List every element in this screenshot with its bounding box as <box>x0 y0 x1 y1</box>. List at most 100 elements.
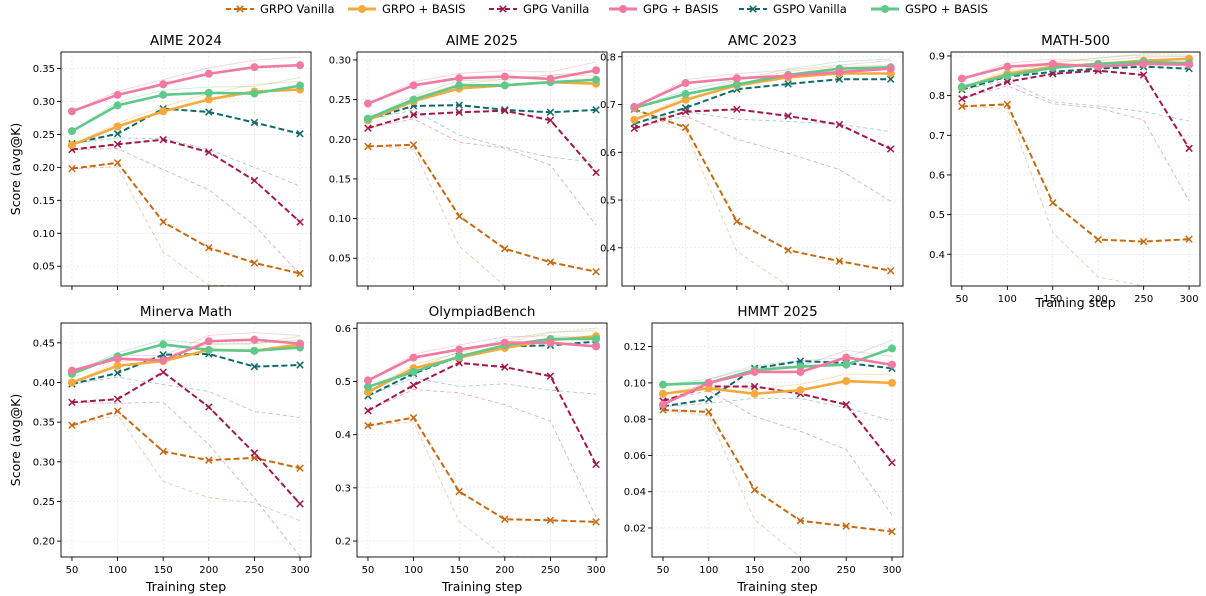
x-tick-label: 250 <box>245 565 264 576</box>
data-point <box>888 344 897 353</box>
data-point <box>592 75 601 84</box>
data-point <box>1003 62 1012 71</box>
data-point <box>592 518 600 526</box>
faint-trace-grpo-vanilla <box>961 105 1190 287</box>
data-point <box>733 217 741 226</box>
data-point <box>501 106 509 115</box>
data-point <box>159 340 168 349</box>
faint-trace-grpo-vanilla <box>662 409 893 558</box>
faint-trace-gspo-basis <box>367 71 597 120</box>
panel-olympiadbench: 0.2 0.3 0.4 0.5 0.6 50 100 150 200 250 300 Olympiad… <box>335 304 608 594</box>
x-tick-label: 250 <box>837 565 856 576</box>
data-point <box>886 145 895 153</box>
y-tick-label: 0.6 <box>335 324 351 335</box>
faint-trace-gspo-vanilla <box>662 397 893 422</box>
y-tick-label: 0.15 <box>33 196 55 207</box>
legend-label: GPG Vanilla <box>523 2 589 16</box>
panel-minerva-math: 0.20 0.25 0.30 0.35 0.40 0.45 50 100 150 200 250 30… <box>8 304 312 594</box>
faint-trace-grpo-vanilla <box>367 421 597 558</box>
series-gpg-vanilla <box>68 135 304 226</box>
series-line-grpo-basis <box>633 72 891 122</box>
faint-traces <box>367 61 597 287</box>
faint-trace-gpg-vanilla <box>961 85 1190 202</box>
series-gpg-vanilla <box>630 105 895 153</box>
data-point <box>592 267 600 276</box>
data-point <box>732 80 741 89</box>
data-point <box>886 64 895 73</box>
x-tick-label: 200 <box>495 565 514 576</box>
series-gpg-basis <box>630 64 895 111</box>
data-point <box>958 102 966 111</box>
panel-aime-2024: 0.05 0.10 0.15 0.20 0.25 0.30 0.35 AIME 2024 Sco… <box>8 33 312 290</box>
x-tick-label: 200 <box>1089 294 1108 305</box>
data-point <box>113 130 122 138</box>
legend-label: GPG + BASIS <box>643 2 718 16</box>
y-tick-label: 0.2 <box>335 537 351 548</box>
faint-traces <box>662 339 893 558</box>
data-point <box>835 75 844 83</box>
y-tick-label: 0.35 <box>33 418 55 429</box>
legend-label: GRPO + BASIS <box>382 2 466 16</box>
series-line-grpo-basis <box>662 379 893 396</box>
series-line-gspo-basis <box>71 343 301 375</box>
panel-aime-2025: 0.05 0.10 0.15 0.20 0.25 0.30 AIME 2025 <box>329 33 608 290</box>
data-point <box>159 90 168 99</box>
x-tick-label: 200 <box>199 565 218 576</box>
faint-trace-grpo-vanilla <box>634 108 891 287</box>
series-line-gspo-basis <box>662 347 893 386</box>
series-line-grpo-vanilla <box>367 416 597 523</box>
y-tick-label: 0.25 <box>329 95 351 106</box>
series-grpo-vanilla <box>630 105 895 275</box>
data-point <box>1003 78 1012 86</box>
faint-trace-gpg-basis <box>367 61 597 104</box>
series-line-gpg-basis <box>71 63 301 113</box>
data-point <box>750 486 759 494</box>
faint-trace-gspo-vanilla <box>71 137 301 187</box>
gridlines <box>357 52 607 286</box>
series-line-gpg-vanilla <box>961 69 1190 149</box>
data-point <box>113 369 122 377</box>
panel-hmmt-2025: 0.02 0.04 0.06 0.08 0.10 0.12 50 100 150 200 250 30… <box>624 304 904 594</box>
data-point <box>681 95 690 104</box>
faint-trace-gpg-basis <box>961 56 1190 79</box>
series-line-gpg-basis <box>367 341 597 382</box>
series-gpg-basis <box>67 335 305 375</box>
series-gspo-basis <box>67 81 305 136</box>
series-gpg-basis <box>67 61 305 116</box>
data-point <box>250 449 259 457</box>
legend-swatch-marker <box>499 5 507 13</box>
data-point <box>546 372 555 380</box>
data-point <box>658 400 667 409</box>
series-line-gpg-basis <box>367 68 597 105</box>
data-point <box>363 99 372 108</box>
panel-title: Minerva Math <box>140 304 232 320</box>
x-tick-label: 150 <box>450 565 469 576</box>
x-tick-label: 250 <box>541 565 560 576</box>
series-line-gspo-basis <box>367 78 597 120</box>
y-tick-label: 0.12 <box>624 342 646 353</box>
data-point <box>296 269 304 278</box>
faint-traces <box>71 56 301 287</box>
data-point <box>796 516 805 525</box>
data-point <box>888 458 896 467</box>
plot-frame <box>356 51 608 287</box>
series-grpo-vanilla <box>958 100 1193 246</box>
faint-trace-gpg-basis <box>367 335 597 381</box>
series-line-gpg-vanilla <box>367 109 597 174</box>
y-tick-label: 0.8 <box>929 91 945 102</box>
data-point <box>364 407 372 415</box>
series-line-gpg-basis <box>71 338 301 372</box>
data-point <box>546 108 555 117</box>
faint-trace-gspo-vanilla <box>71 376 301 418</box>
y-tick-label: 0.10 <box>624 378 646 389</box>
series-line-gspo-vanilla <box>634 78 891 125</box>
data-point <box>886 266 895 275</box>
x-tick-label: 50 <box>657 565 670 576</box>
x-tick-label: 250 <box>1134 294 1153 305</box>
data-point <box>1049 198 1057 207</box>
panel-title: AIME 2024 <box>150 33 222 49</box>
data-point <box>364 421 372 430</box>
data-point <box>409 95 418 104</box>
series-line-gpg-vanilla <box>71 371 301 505</box>
y-tick-label: 0.5 <box>929 210 945 221</box>
